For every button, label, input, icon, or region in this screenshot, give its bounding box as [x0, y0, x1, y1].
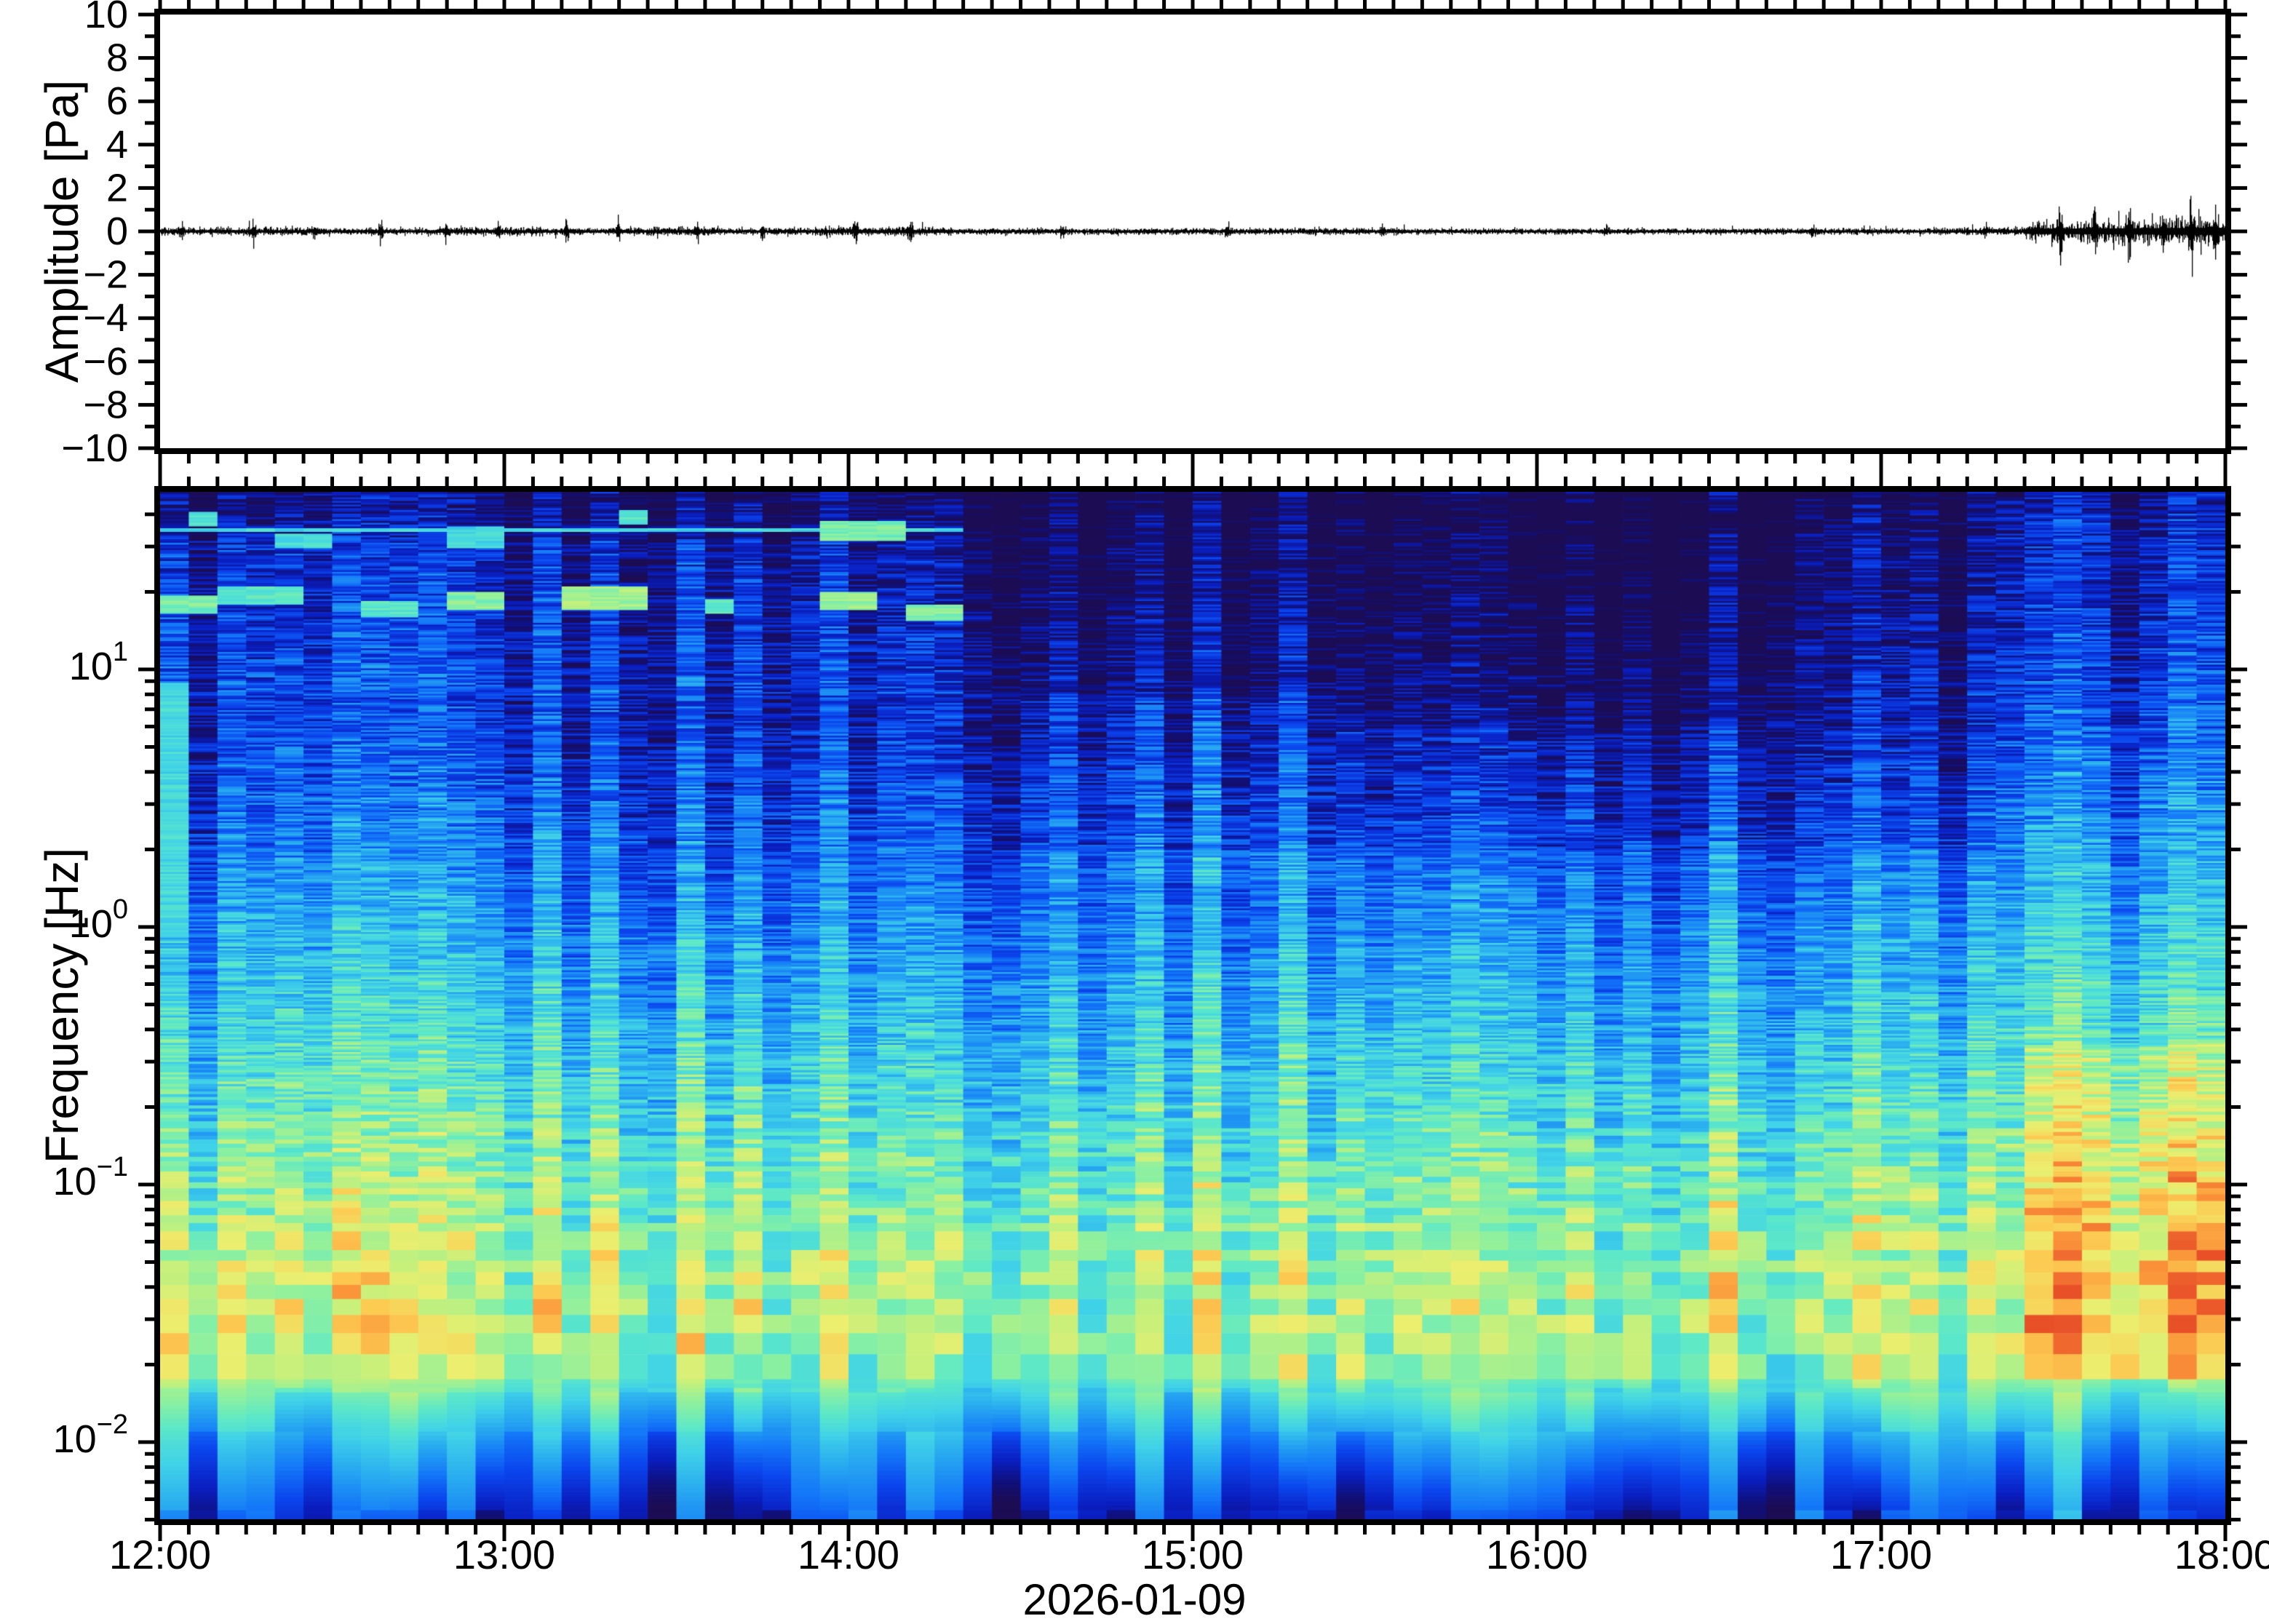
waveform-panel-spine — [154, 448, 2231, 454]
waveform-plot-canvas — [160, 15, 2225, 448]
hour-tick-label: 17:00 — [1830, 1532, 1932, 1577]
hour-tick-label: 13:00 — [453, 1532, 555, 1577]
amp-tick-label: 10 — [84, 0, 128, 36]
hour-tick-label: 18:00 — [2174, 1532, 2269, 1577]
spectrogram-plot-canvas — [160, 492, 2225, 1519]
freq-tick-label: 101 — [69, 637, 128, 688]
amplitude-axis-title: Amplitude [Pa] — [36, 79, 88, 383]
hour-tick-label: 14:00 — [798, 1532, 899, 1577]
spectrogram-panel-spine — [2225, 486, 2231, 1525]
amp-tick-label: 8 — [106, 36, 128, 80]
hour-tick-label: 16:00 — [1486, 1532, 1588, 1577]
waveform-panel-spine — [154, 9, 2231, 15]
waveform-panel-spine — [2225, 9, 2231, 454]
hour-tick-label: 15:00 — [1142, 1532, 1244, 1577]
amp-tick-label: −4 — [83, 296, 128, 340]
hour-tick-label: 12:00 — [109, 1532, 211, 1577]
date-label: 2026-01-09 — [1022, 1575, 1247, 1624]
spectrogram-panel-spine — [154, 486, 2231, 492]
freq-tick-label: 10−2 — [53, 1409, 128, 1461]
amp-tick-label: −6 — [83, 340, 128, 383]
amp-tick-label: 6 — [106, 79, 128, 123]
spectrogram-panel-spine — [154, 1519, 2231, 1525]
spectrogram-panel-spine — [154, 486, 160, 1525]
amp-tick-label: 0 — [106, 210, 128, 253]
amp-tick-label: 2 — [106, 166, 128, 210]
amp-tick-label: −2 — [83, 253, 128, 297]
waveform-panel-spine — [154, 9, 160, 454]
amp-tick-label: −8 — [83, 383, 128, 426]
frequency-axis-title: Frequency [Hz] — [36, 848, 88, 1163]
amp-tick-label: 4 — [106, 123, 128, 167]
